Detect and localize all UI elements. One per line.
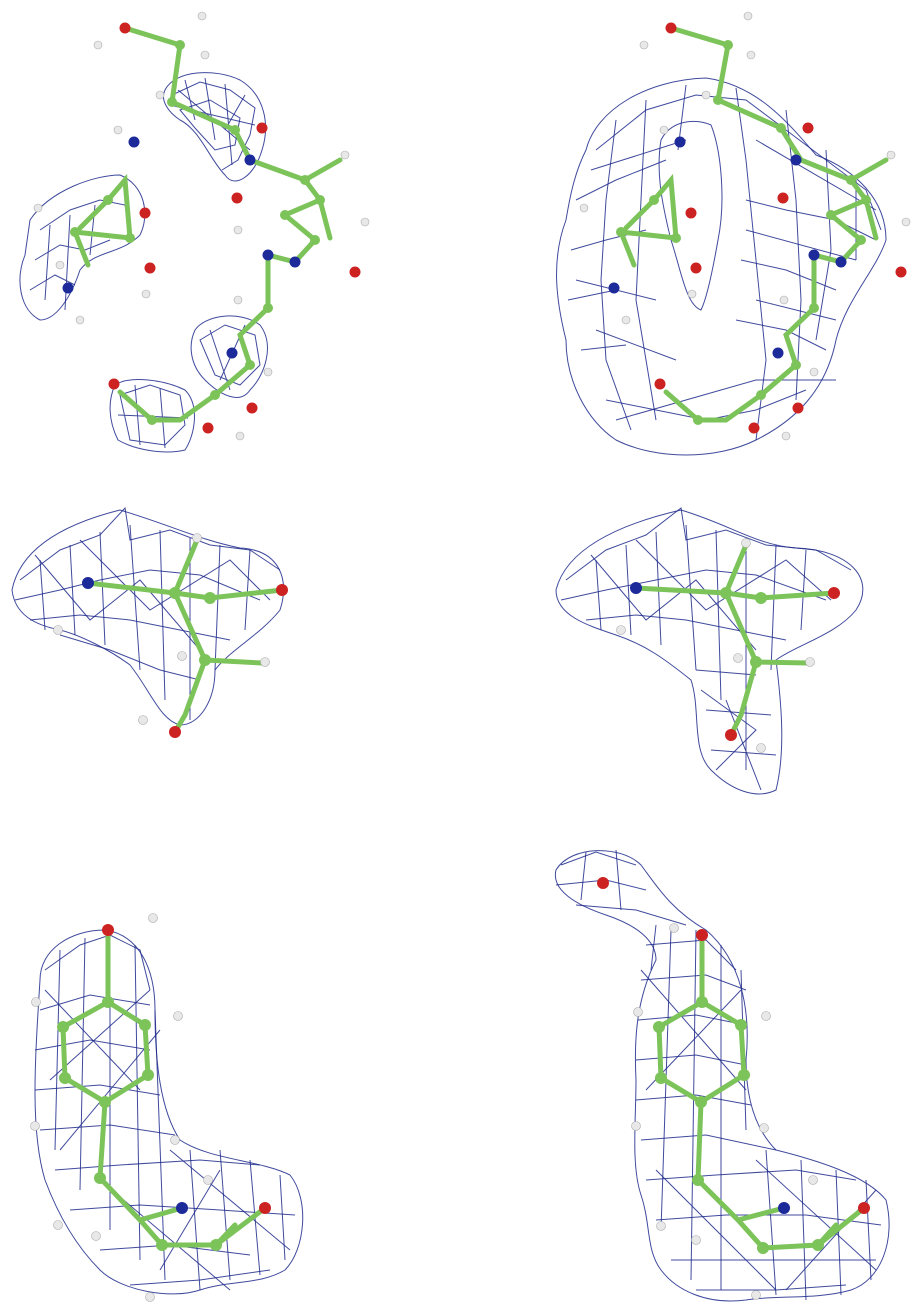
atoms [30, 913, 271, 1302]
panel-peptide-full-density [456, 0, 913, 470]
molecule-structure-view [19, 11, 370, 453]
electron-density-mesh [555, 507, 864, 795]
electron-density-mesh [34, 929, 304, 1295]
panel-serine-full-density [456, 470, 913, 830]
bond-network [60, 927, 268, 1248]
molecule-structure-view [11, 506, 288, 738]
atoms [53, 533, 288, 738]
bond-network [85, 537, 285, 735]
bond-network [656, 932, 867, 1251]
electron-density-mesh [11, 506, 285, 726]
molecule-structure-view [30, 913, 304, 1302]
atoms [597, 877, 870, 1300]
panel-tyrosine-full-density [456, 830, 913, 1307]
bond-network [633, 542, 837, 738]
panel-serine-partial-density [0, 470, 456, 830]
atoms [579, 11, 911, 441]
panel-peptide-partial-density [0, 0, 456, 470]
panel-tyrosine-partial-density [0, 830, 456, 1307]
electron-density-mesh [556, 77, 887, 456]
molecule-structure-view [554, 849, 890, 1302]
electron-density-mesh [554, 849, 890, 1302]
atoms [616, 538, 840, 753]
bond-network [617, 25, 889, 423]
atoms [33, 11, 370, 441]
molecule-structure-view [555, 507, 864, 795]
bond-network [71, 25, 343, 423]
molecule-structure-view [556, 11, 911, 456]
